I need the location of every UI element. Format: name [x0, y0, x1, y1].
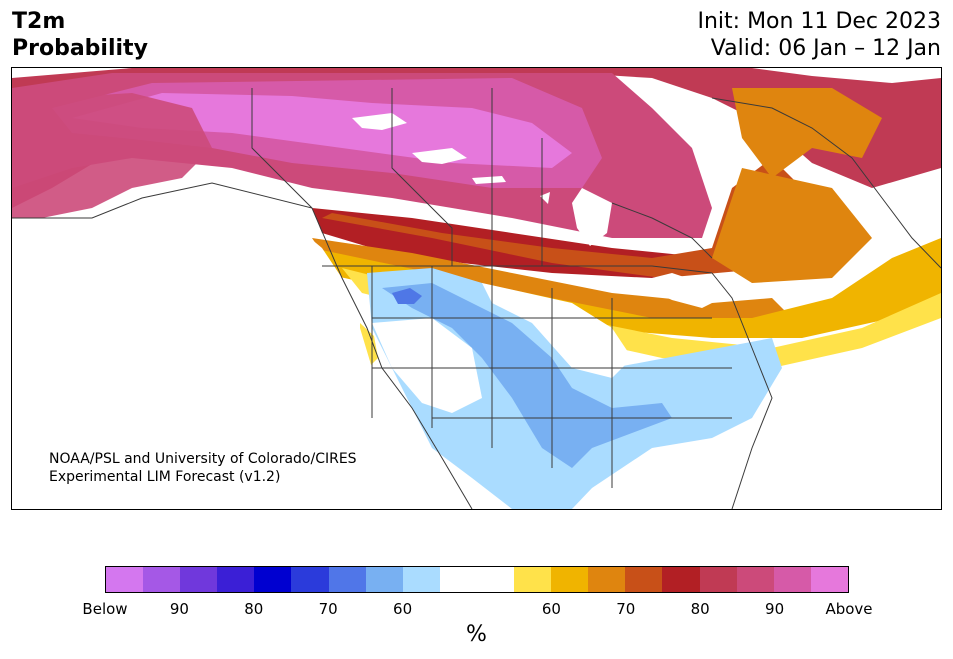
forecast-dates: Init: Mon 11 Dec 2023 Valid: 06 Jan – 12…: [698, 8, 942, 62]
init-date: Init: Mon 11 Dec 2023: [697, 9, 942, 34]
title-line-1: T2m: [12, 9, 66, 34]
zone-below-65: [392, 288, 422, 304]
atlantic-ocean: [732, 328, 941, 509]
colorbar-tick-label: 90: [169, 600, 189, 618]
zone-near-normal-west: [372, 318, 482, 413]
title-line-2: Probability: [12, 36, 148, 61]
zone-above-60: [312, 238, 941, 338]
colorbar-unit-label: %: [466, 622, 487, 647]
zone-east-canada-orange: [732, 88, 882, 178]
colorbar-segment: [476, 567, 515, 592]
zone-quebec: [712, 168, 872, 283]
colorbar-tick-label: 80: [690, 600, 710, 618]
colorbar-segment: [106, 567, 144, 592]
colorbar-tick-label: 70: [318, 600, 338, 618]
colorbar-segment: [328, 567, 366, 592]
great-bear-lake: [352, 113, 407, 130]
colorbar-tick-label: Above: [825, 600, 873, 618]
colorbar-segment: [810, 567, 848, 592]
colorbar-segment: [439, 567, 477, 592]
colorbar-segment: [254, 567, 292, 592]
colorbar-segment: [365, 567, 403, 592]
map-canvas: [12, 68, 941, 509]
colorbar-tick-label: 70: [616, 600, 636, 618]
zone-above-65: [312, 238, 792, 323]
colorbar-segment: [736, 567, 774, 592]
colorbar-segment: [402, 567, 440, 592]
credit-line-1: NOAA/PSL and University of Colorado/CIRE…: [49, 451, 357, 467]
colorbar-segment: [180, 567, 218, 592]
hudson-bay: [572, 188, 612, 246]
colorbar-tick-label: 60: [393, 600, 413, 618]
colorbar-segment: [773, 567, 811, 592]
zone-below-60: [382, 283, 672, 468]
colorbar-segment: [551, 567, 589, 592]
political-borders: [12, 88, 941, 509]
colorbar-segment: [662, 567, 700, 592]
map-title: T2m Probability: [12, 8, 148, 62]
colorbar-segment: [291, 567, 329, 592]
colorbar-tick-label: 60: [541, 600, 561, 618]
probability-map: [11, 67, 942, 510]
zone-above-55: [342, 268, 941, 368]
credit-line-2: Experimental LIM Forecast (v1.2): [49, 469, 281, 485]
colorbar-tick-label: 80: [244, 600, 264, 618]
great-slave-lake: [412, 148, 467, 164]
colorbar-segment: [514, 567, 552, 592]
greenland-white: [752, 68, 941, 83]
zone-near-normal: [482, 283, 632, 378]
colorbar-segment: [699, 567, 737, 592]
gulf-of-mexico: [572, 468, 732, 509]
colorbar-segment: [217, 567, 255, 592]
colorbar-tick-label: Below: [82, 600, 128, 618]
credit-text: NOAA/PSL and University of Colorado/CIRE…: [49, 450, 357, 486]
great-lakes: [652, 273, 722, 308]
colorbar-tick-label: 90: [765, 600, 785, 618]
colorbar-segment: [143, 567, 181, 592]
lake-athabasca: [472, 176, 506, 184]
pacific-ocean: [12, 208, 452, 509]
colorbar-segment: [588, 567, 626, 592]
valid-dates: Valid: 06 Jan – 12 Jan: [710, 36, 941, 61]
colorbar-ticks: Below 90 80 70 60 60 70 80 90 Above: [82, 600, 872, 620]
colorbar-segment: [625, 567, 663, 592]
colorbar: [105, 566, 849, 593]
zone-alaska: [12, 93, 212, 218]
